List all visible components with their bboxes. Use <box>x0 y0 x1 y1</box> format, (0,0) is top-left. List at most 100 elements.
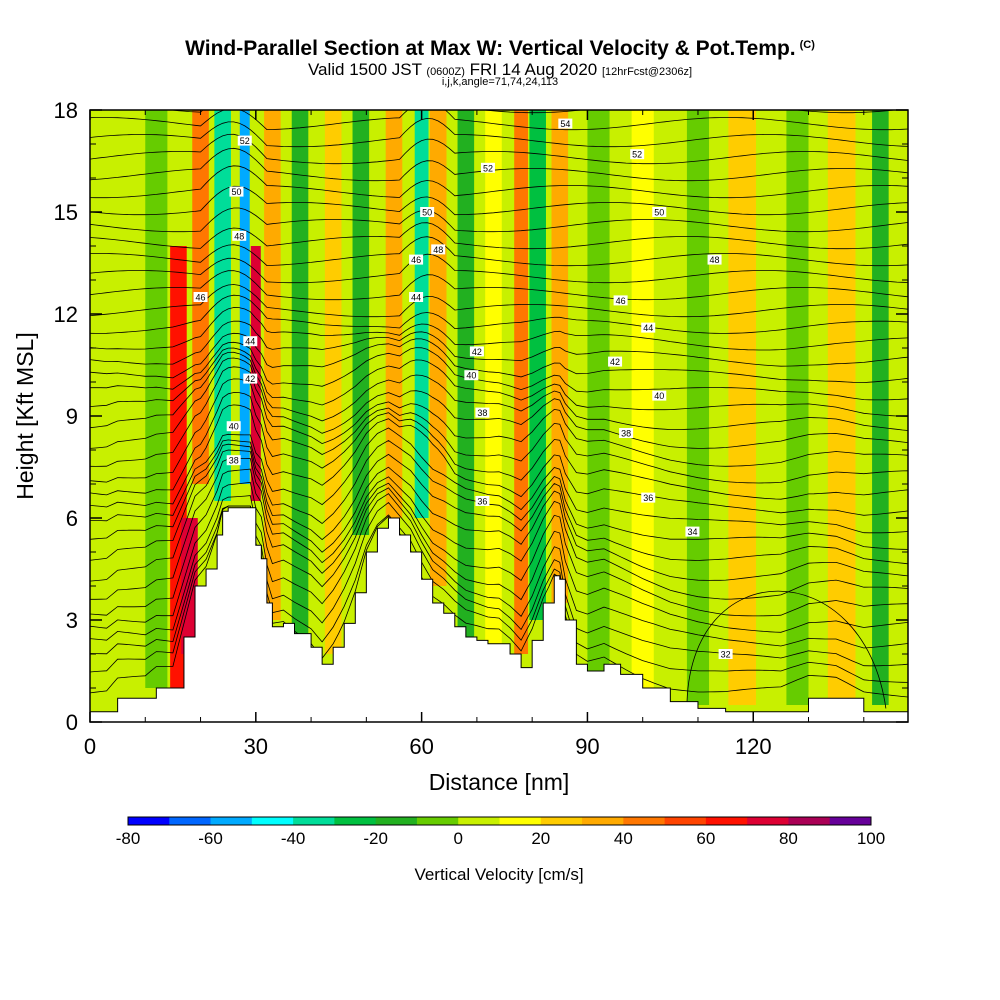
theta-contour <box>90 133 908 165</box>
chart-title: Wind-Parallel Section at Max W: Vertical… <box>0 37 1000 61</box>
colorbar-swatch <box>169 817 212 825</box>
theta-contour <box>90 320 908 367</box>
colorbar-swatch <box>747 817 789 825</box>
colorbar-swatch <box>375 817 418 825</box>
terrain <box>90 507 908 722</box>
contour-label: 36 <box>643 493 653 503</box>
theta-contour <box>90 294 908 334</box>
contour-label-bg <box>619 428 634 438</box>
contour-label-bg <box>232 230 247 241</box>
colorbar-title: Vertical Velocity [cm/s] <box>414 865 583 884</box>
theta-contour <box>167 110 898 114</box>
theta-contour <box>90 341 908 401</box>
colorbar-tick-label: -80 <box>116 829 141 848</box>
velocity-band <box>385 110 403 518</box>
colorbar-tick-label: 0 <box>453 829 462 848</box>
colorbar-tick-label: -60 <box>198 829 223 848</box>
colorbar-swatch <box>416 817 459 825</box>
colorbar-swatch <box>788 817 831 825</box>
colorbar-swatch <box>128 817 170 825</box>
contour-label-bg <box>464 370 479 381</box>
contour-label-bg <box>652 390 667 401</box>
x-tick-label: 0 <box>84 734 96 759</box>
theta-contour <box>90 165 908 199</box>
contour-label: 46 <box>196 293 206 303</box>
contour-label-bg <box>237 135 252 146</box>
contour-label: 52 <box>240 136 250 146</box>
colorbar-swatch <box>664 817 707 825</box>
theta-contour <box>90 443 908 565</box>
colorbar-tick-label: 20 <box>531 829 550 848</box>
velocity-band <box>291 110 309 654</box>
contour-label-bg <box>475 496 490 506</box>
y-tick-label: 9 <box>66 404 78 429</box>
colorbar: -80 -60 -40 -20 0 20 40 60 80 100 <box>116 816 885 848</box>
velocity-band <box>145 110 168 688</box>
contour-label: 40 <box>654 391 664 401</box>
contour-label-bg <box>409 254 424 265</box>
theta-contour <box>90 404 908 516</box>
contour-label: 38 <box>477 408 487 418</box>
contour-label: 38 <box>621 429 631 439</box>
theta-contour <box>90 185 908 216</box>
theta-contour <box>90 458 908 600</box>
contour-label-bg <box>630 149 645 160</box>
section-params: i,j,k,angle=71,74,24,113 <box>441 76 559 88</box>
velocity-band <box>214 110 231 501</box>
velocity-band <box>112 110 135 722</box>
contour-label: 42 <box>472 347 482 357</box>
colorbar-swatch <box>705 817 748 825</box>
theta-contour <box>90 347 908 417</box>
theta-contour <box>686 590 887 709</box>
theta-contour <box>90 117 908 148</box>
contour-label: 34 <box>687 527 697 537</box>
utc-time: (0600Z) <box>426 66 465 78</box>
x-tick-label: 90 <box>575 734 599 759</box>
theta-contour <box>90 236 908 267</box>
chart-subtitle: Valid 1500 JST (0600Z) FRI 14 Aug 2020 [… <box>0 60 1000 80</box>
colorbar-tick-label: 100 <box>857 829 885 848</box>
y-tick-label: 3 <box>66 608 78 633</box>
theta-contour <box>90 449 908 582</box>
contour-label: 46 <box>411 255 421 265</box>
theta-contour <box>90 307 908 351</box>
contour-label-bg <box>193 292 208 302</box>
y-tick-label: 6 <box>66 506 78 531</box>
y-tick-label: 18 <box>54 98 78 123</box>
y-tick-label: 12 <box>54 302 78 327</box>
contour-label: 44 <box>643 323 653 333</box>
theta-contour <box>90 207 908 233</box>
contour-label-bg <box>229 186 244 197</box>
contour-label-bg <box>226 455 241 466</box>
copyright-mark: (C) <box>799 39 815 51</box>
colorbar-swatch <box>293 817 335 825</box>
contour-label-bg <box>558 118 573 129</box>
colorbar-border <box>127 816 872 826</box>
forecast-info: [12hrFcst@2306z] <box>602 66 693 78</box>
contour-label: 48 <box>433 245 443 255</box>
velocity-band <box>239 110 250 484</box>
theta-contour <box>90 351 908 431</box>
theta-contour <box>90 481 908 633</box>
theta-contour <box>90 366 908 467</box>
contour-label-bg <box>475 407 490 418</box>
theta-contour <box>90 468 908 617</box>
x-tick-label: 30 <box>244 734 268 759</box>
contour-label: 50 <box>231 187 241 197</box>
y-tick-label: 0 <box>66 710 78 735</box>
theta-contour <box>90 147 908 182</box>
colorbar-swatch <box>582 817 624 825</box>
contour-label: 48 <box>234 231 244 241</box>
contour-label: 54 <box>560 119 570 129</box>
terrain-fill <box>90 507 908 722</box>
contour-label-bg <box>613 295 628 306</box>
contour-label: 46 <box>616 296 626 306</box>
contour-label: 40 <box>466 371 476 381</box>
y-axis-title: Height [Kft MSL] <box>12 332 38 499</box>
contour-label: 36 <box>477 497 487 507</box>
velocity-band <box>250 246 261 501</box>
velocity-band <box>827 110 856 705</box>
contour-label-bg <box>226 421 241 432</box>
